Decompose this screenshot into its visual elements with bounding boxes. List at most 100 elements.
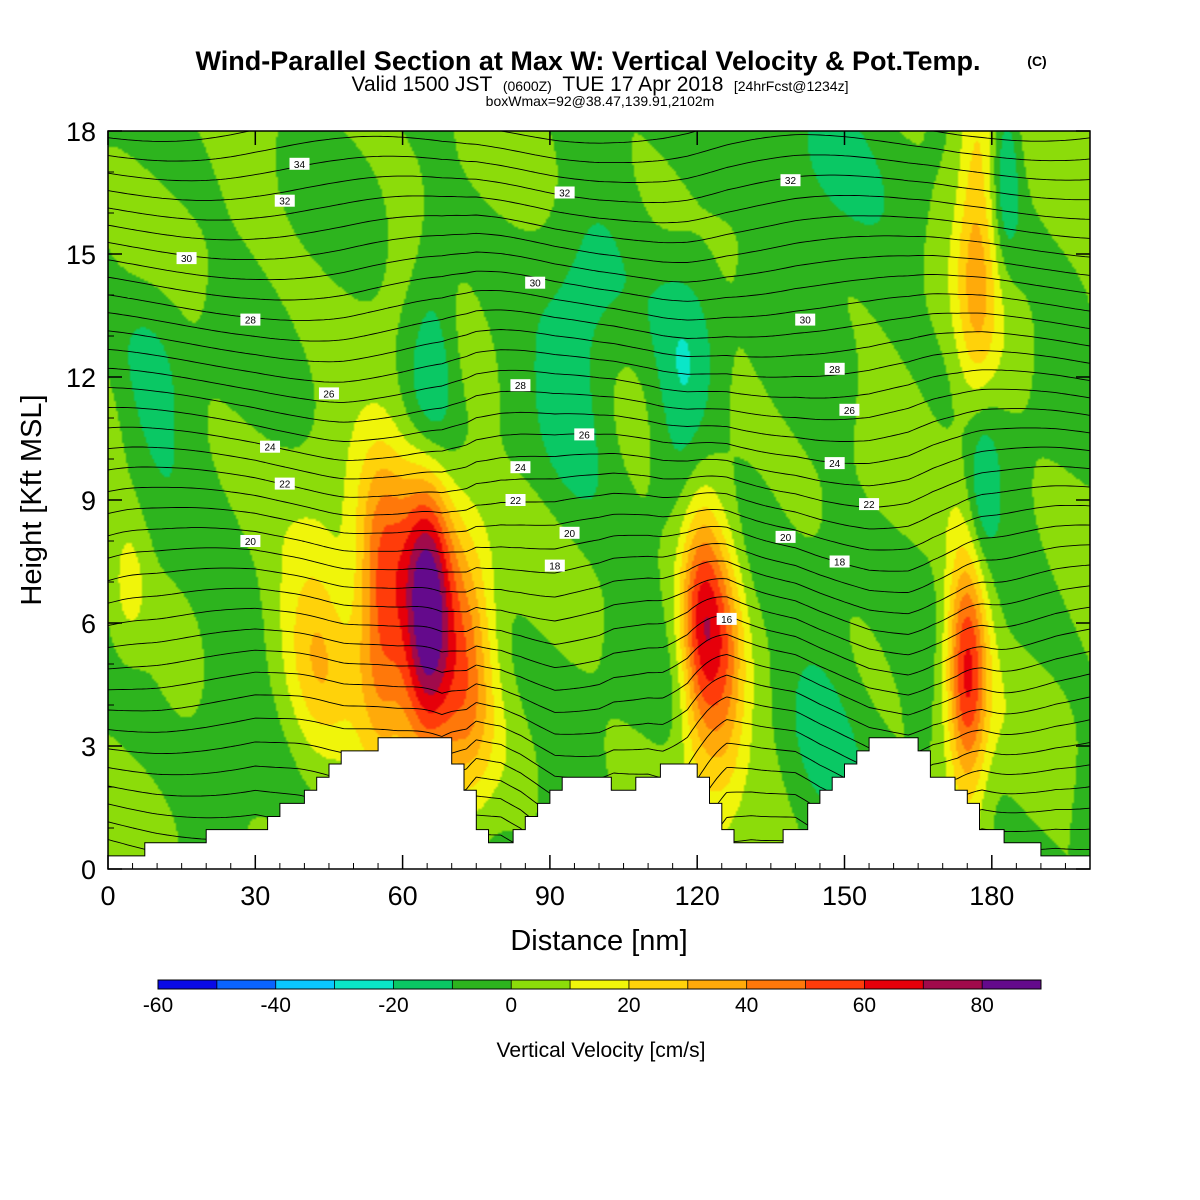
- colorbar-swatch: [570, 980, 630, 989]
- valid-time-utc: (0600Z): [503, 78, 552, 94]
- theta-contour-line: [107, 154, 1091, 183]
- theta-contour-line: [107, 348, 1091, 383]
- theta-label: 20: [240, 535, 261, 548]
- theta-contour-line: [107, 674, 1091, 736]
- theta-label: 22: [274, 477, 295, 491]
- colorbar-swatch: [511, 980, 571, 989]
- theta-label: 24: [824, 457, 845, 470]
- svg-text:20: 20: [564, 529, 576, 540]
- colorbar-tick-label: 20: [617, 994, 640, 1017]
- x-tick-label: 60: [388, 881, 418, 911]
- y-tick-label: 9: [81, 486, 96, 516]
- theta-label: 28: [824, 362, 845, 376]
- theta-label: 24: [260, 440, 281, 454]
- y-tick-label: 3: [81, 732, 96, 762]
- vertical-velocity-field: [108, 131, 1090, 869]
- theta-contour-line: [107, 485, 1091, 530]
- theta-contour-line: [107, 633, 1091, 696]
- theta-label: 34: [289, 157, 310, 171]
- theta-label: 26: [839, 403, 860, 417]
- colorbar-swatch: [923, 980, 983, 989]
- theta-label: 20: [775, 530, 796, 544]
- colorbar-swatch: [158, 980, 218, 989]
- colorbar-swatch: [393, 980, 453, 989]
- svg-text:22: 22: [279, 480, 291, 491]
- theta-contour-line: [107, 446, 1091, 487]
- theta-contour-line: [107, 214, 1091, 244]
- svg-text:26: 26: [323, 389, 335, 400]
- colorbar-tick-label: 40: [735, 994, 758, 1017]
- colorbar-swatch: [864, 980, 924, 989]
- theta-contour-line: [107, 329, 1091, 363]
- theta-contour-line: [107, 524, 1091, 572]
- colorbar-tick-label: -60: [143, 994, 173, 1017]
- colorbar-tick-label: 60: [853, 994, 876, 1017]
- colorbar-title: Vertical Velocity [cm/s]: [497, 1039, 706, 1062]
- theta-label: 20: [559, 526, 580, 540]
- theta-label: 24: [510, 461, 531, 474]
- theta-contour-line: [107, 387, 1091, 423]
- colorbar-frame: [157, 979, 1042, 990]
- colorbar-swatch: [275, 980, 336, 989]
- theta-label: 18: [829, 555, 850, 569]
- x-tick-label: 120: [675, 881, 720, 911]
- svg-text:30: 30: [181, 254, 193, 265]
- valid-date: TUE 17 Apr 2018: [562, 73, 723, 96]
- theta-contour-line: [107, 251, 1091, 283]
- colorbar-swatch: [452, 980, 512, 989]
- y-tick-label: 18: [66, 117, 96, 147]
- svg-text:26: 26: [844, 406, 856, 417]
- svg-text:18: 18: [834, 558, 846, 569]
- colorbar-swatch: [982, 980, 1042, 989]
- theta-contour-line: [107, 543, 1091, 593]
- svg-text:32: 32: [559, 189, 571, 200]
- terrain: [107, 737, 1091, 870]
- colorbar-swatch: [334, 980, 394, 989]
- colorbar-tick-label: -20: [378, 994, 408, 1017]
- theta-label: 32: [780, 174, 801, 187]
- axis-ticks: 0 30 60 90 120 150 180 0 3 6 9 12 15 18: [66, 117, 1090, 911]
- theta-contour-line: [107, 194, 1091, 224]
- theta-contour-line: [107, 560, 1091, 615]
- svg-text:24: 24: [264, 443, 276, 454]
- theta-contour-line: [107, 309, 1091, 342]
- svg-text:26: 26: [579, 430, 591, 441]
- theta-label: 22: [859, 498, 880, 511]
- theta-label: 28: [510, 379, 531, 392]
- theta-contour-line: [107, 134, 1091, 164]
- svg-text:28: 28: [515, 381, 527, 392]
- theta-label: 18: [544, 559, 565, 573]
- theta-label: 30: [795, 313, 816, 327]
- theta-label: 32: [274, 194, 295, 208]
- colorbar-swatch: [216, 980, 277, 989]
- svg-text:24: 24: [515, 463, 527, 474]
- svg-text:18: 18: [549, 562, 561, 573]
- colorbar-tick-label: -40: [261, 994, 291, 1017]
- theta-label: 30: [525, 276, 546, 290]
- colorbar: -60 -40 -20 0 20 40 60 80: [143, 979, 1042, 1017]
- theta-contour-labels: 34 32 30 28 26 24 22 20 32 30 28 26 24 22 20 18 16 32 30 28…: [176, 157, 880, 626]
- colorbar-swatch: [805, 980, 865, 989]
- x-tick-label: 180: [969, 881, 1014, 911]
- plot-area: 3432302826242220323028262422201816323028…: [66, 117, 1091, 911]
- svg-text:30: 30: [530, 279, 542, 290]
- x-axis-title: Distance [nm]: [510, 925, 687, 957]
- svg-text:22: 22: [510, 496, 522, 507]
- theta-contour-line: [107, 614, 1091, 676]
- copyright-mark: (C): [1027, 53, 1046, 69]
- x-tick-label: 0: [100, 881, 115, 911]
- theta-contour-line: [107, 596, 1091, 656]
- y-axis-title: Height [Kft MSL]: [16, 394, 48, 605]
- chart-title: Wind-Parallel Section at Max W: Vertical…: [196, 46, 981, 76]
- theta-contour-line: [107, 578, 1091, 635]
- forecast-info: [24hrFcst@1234z]: [734, 78, 849, 94]
- colorbar-swatch: [628, 980, 689, 989]
- svg-text:16: 16: [721, 615, 733, 626]
- x-tick-label: 90: [535, 881, 565, 911]
- svg-text:34: 34: [294, 160, 306, 171]
- theta-contour-line: [107, 232, 1091, 263]
- y-tick-label: 0: [81, 855, 96, 885]
- theta-label: 32: [554, 186, 575, 200]
- y-tick-label: 12: [66, 363, 96, 393]
